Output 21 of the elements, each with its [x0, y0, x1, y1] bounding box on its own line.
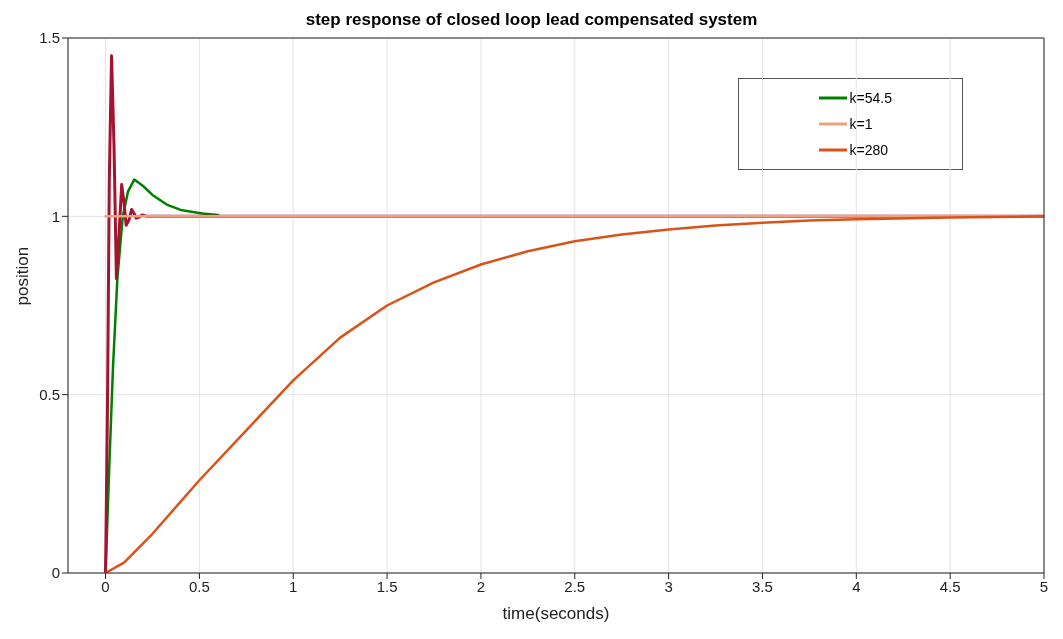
- legend-label: k=280: [849, 142, 889, 158]
- y-tick-label: 0.5: [39, 385, 60, 403]
- legend-label: k=54.5: [849, 90, 892, 106]
- x-tick-label: 4.5: [939, 577, 961, 595]
- x-tick-label: 2: [476, 577, 486, 595]
- y-axis-title: position: [13, 246, 33, 306]
- x-tick-label: 2.5: [564, 577, 586, 595]
- x-tick-label: 1: [289, 577, 298, 595]
- x-tick-label: 1.5: [376, 577, 398, 595]
- y-tick-label: 1: [51, 207, 60, 225]
- x-tick-label: 0: [101, 577, 110, 595]
- x-axis-title: time(seconds): [502, 604, 610, 623]
- x-tick-label: 3: [664, 577, 673, 595]
- x-tick-label: 5: [1039, 577, 1049, 595]
- y-tick-label: 1.5: [39, 29, 60, 47]
- x-tick-label: 3.5: [752, 577, 773, 595]
- y-tick-label: 0: [51, 564, 60, 582]
- x-tick-label: 0.5: [188, 577, 210, 595]
- legend-label: k=1: [849, 116, 873, 132]
- chart-title: step response of closed loop lead compensated system: [305, 10, 758, 29]
- x-tick-label: 4: [852, 577, 861, 595]
